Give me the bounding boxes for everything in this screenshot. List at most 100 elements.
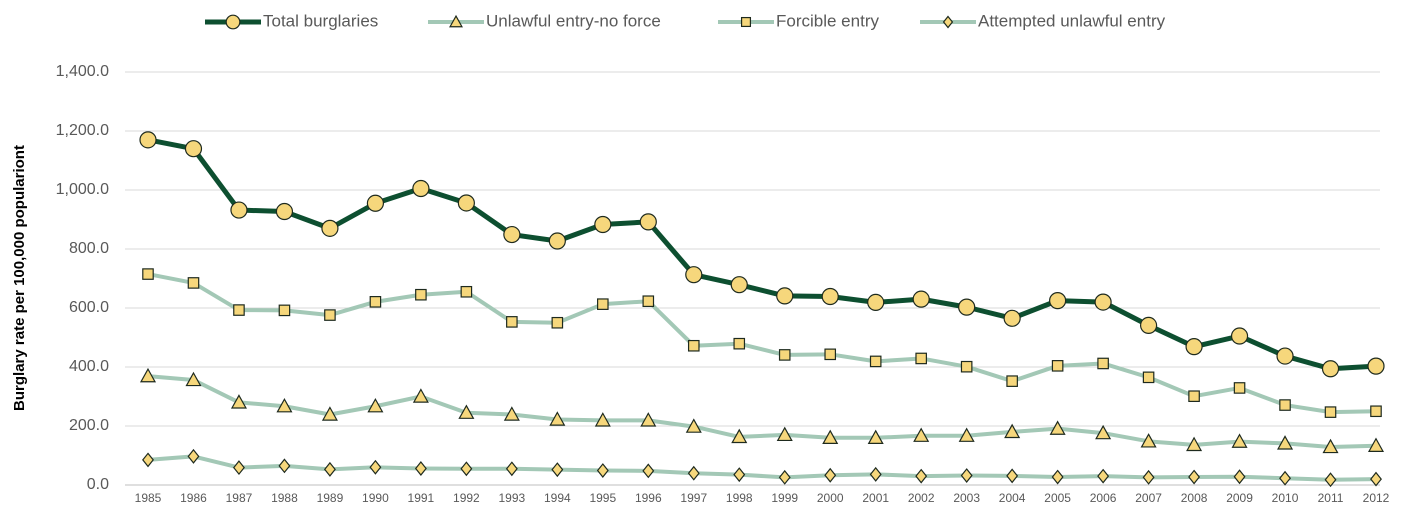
- point: [824, 348, 837, 361]
- point: [1233, 382, 1246, 394]
- legend-label: Forcible entry: [776, 11, 879, 30]
- point: [367, 397, 384, 413]
- point: [960, 360, 973, 373]
- x-tick-label: 1993: [499, 491, 526, 505]
- point: [369, 459, 382, 475]
- point: [549, 411, 566, 426]
- point: [1139, 316, 1158, 335]
- point: [449, 14, 463, 28]
- point: [1276, 347, 1294, 365]
- point: [958, 298, 976, 316]
- series-markers: [139, 367, 1385, 454]
- point: [551, 462, 564, 478]
- point: [594, 215, 612, 234]
- point: [776, 287, 794, 305]
- point: [915, 352, 927, 365]
- x-tick-label: 1996: [635, 491, 662, 505]
- y-tick-label: 0.0: [87, 476, 109, 493]
- y-axis-label: Burglary rate per 100,000 populariont: [11, 145, 28, 411]
- point: [1324, 406, 1337, 418]
- point: [412, 179, 430, 198]
- point: [869, 355, 882, 368]
- point: [503, 225, 521, 244]
- point: [915, 468, 928, 484]
- x-tick-label: 2010: [1272, 491, 1299, 505]
- point: [1142, 469, 1155, 485]
- point: [1188, 390, 1200, 403]
- point: [687, 339, 700, 352]
- point: [1324, 472, 1337, 488]
- point: [1367, 357, 1385, 375]
- point: [505, 461, 518, 477]
- x-tick-label: 2001: [862, 491, 889, 505]
- point: [1279, 470, 1292, 486]
- point: [142, 452, 154, 468]
- x-tick-label: 1997: [680, 491, 707, 505]
- point: [1370, 471, 1382, 487]
- point: [412, 388, 429, 403]
- point: [778, 349, 791, 361]
- x-tick-label: 2002: [908, 491, 935, 505]
- point: [740, 16, 752, 28]
- point: [867, 429, 884, 444]
- point: [642, 295, 655, 308]
- point: [597, 298, 609, 310]
- point: [1142, 371, 1155, 384]
- point: [1006, 375, 1018, 387]
- point: [1322, 438, 1339, 454]
- point: [1051, 360, 1064, 372]
- point: [821, 287, 839, 306]
- point: [233, 304, 245, 316]
- point: [414, 461, 427, 476]
- point: [278, 458, 291, 474]
- point: [460, 461, 473, 477]
- point: [321, 219, 339, 237]
- point: [551, 316, 564, 329]
- point: [1188, 469, 1201, 485]
- point: [1094, 293, 1112, 311]
- series-line: [147, 374, 1377, 449]
- point: [687, 465, 700, 481]
- x-tick-label: 1992: [453, 491, 480, 505]
- point: [913, 427, 930, 442]
- point: [1097, 357, 1109, 370]
- point: [731, 428, 748, 444]
- point: [1097, 468, 1110, 484]
- x-tick-label: 1995: [589, 491, 616, 505]
- series-line: [147, 137, 1377, 372]
- point: [460, 285, 473, 298]
- point: [230, 201, 248, 219]
- point: [1370, 405, 1382, 418]
- x-tick-label: 1985: [135, 491, 162, 505]
- point: [960, 468, 973, 484]
- point: [324, 309, 336, 321]
- x-tick-label: 1987: [226, 491, 253, 505]
- point: [139, 131, 157, 149]
- point: [1230, 327, 1249, 345]
- legend-label: Unlawful entry-no force: [486, 11, 661, 30]
- point: [230, 394, 247, 409]
- point: [642, 463, 655, 479]
- y-tick-label: 1,400.0: [56, 63, 109, 80]
- point: [958, 427, 975, 442]
- point: [1004, 423, 1021, 439]
- point: [776, 426, 793, 442]
- series-markers: [142, 448, 1382, 488]
- point: [185, 371, 202, 387]
- point: [824, 467, 837, 483]
- x-tick-label: 1990: [362, 491, 389, 505]
- point: [1367, 437, 1385, 452]
- y-tick-label: 400.0: [69, 358, 109, 375]
- point: [321, 406, 338, 421]
- point: [225, 14, 241, 30]
- point: [596, 463, 609, 479]
- point: [730, 276, 748, 294]
- point: [187, 277, 200, 289]
- point: [869, 466, 882, 482]
- point: [912, 290, 930, 308]
- point: [1003, 309, 1021, 327]
- x-tick-label: 1988: [271, 491, 298, 505]
- x-tick-label: 2007: [1135, 491, 1162, 505]
- point: [548, 232, 566, 250]
- x-tick-label: 2011: [1318, 491, 1344, 505]
